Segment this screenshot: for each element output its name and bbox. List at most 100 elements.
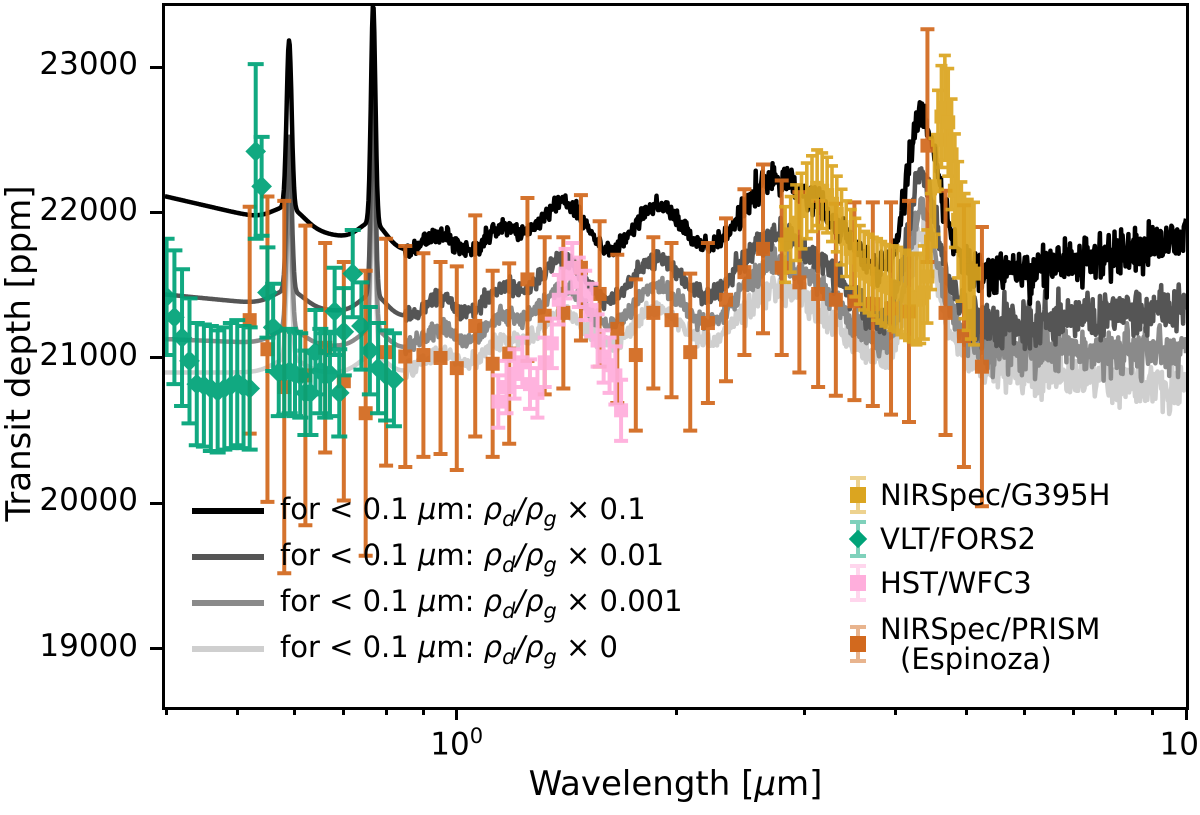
y-tick-label: 20000 (39, 482, 138, 519)
data-point (530, 385, 545, 400)
data-point (646, 305, 661, 320)
data-legend-item[interactable]: NIRSpec/G395H (836, 474, 1110, 518)
data-point (565, 260, 580, 275)
x-minor-tick-mark (1022, 707, 1026, 715)
model-legend-swatch (192, 508, 264, 514)
data-point (260, 342, 275, 357)
data-point (614, 403, 629, 418)
data-point (811, 286, 826, 301)
data-legend-label: HST/WFC3 (880, 566, 1032, 601)
data-point (544, 336, 559, 351)
x-minor-tick-mark (293, 707, 297, 715)
data-point (171, 327, 193, 348)
y-axis-label-text: Transit depth [ppm] (0, 185, 39, 522)
y-tick-label: 23000 (39, 46, 138, 83)
data-legend-item[interactable]: VLT/FORS2 (836, 518, 1110, 562)
spectrum-plot (165, 6, 1186, 576)
y-tick-mark (150, 647, 162, 651)
data-legend-item[interactable]: NIRSpec/PRISM (Espinoza) (836, 606, 1110, 684)
x-minor-tick-mark (674, 707, 678, 715)
data-legend: NIRSpec/G395H VLT/FORS2 HST/WFC3 NIRSpec/PR… (836, 474, 1110, 684)
data-point (783, 227, 798, 242)
data-legend-label: VLT/FORS2 (880, 522, 1037, 557)
data-point (756, 241, 771, 256)
data-point (433, 350, 448, 365)
x-axis-label-post: m] (776, 764, 823, 804)
data-point (628, 348, 643, 363)
data-point (578, 288, 593, 303)
model-legend-item[interactable]: for < 0.1 μm: ρd/ρg × 0.001 (192, 580, 683, 626)
model-legend-swatch (192, 600, 264, 606)
model-legend-label: for < 0.1 μm: ρd/ρg × 0 (280, 629, 618, 669)
data-point (398, 349, 413, 364)
x-minor-tick-mark (384, 707, 388, 715)
data-point (359, 340, 381, 362)
data-point (239, 378, 261, 399)
data-point (367, 357, 389, 379)
data-legend-label: NIRSpec/G395H (880, 478, 1111, 513)
x-minor-tick-mark (1151, 707, 1155, 715)
model-curve (165, 6, 1186, 307)
model-legend-item[interactable]: for < 0.1 μm: ρd/ρg × 0.01 (192, 534, 683, 580)
x-minor-tick-mark (964, 707, 968, 715)
data-point (499, 380, 514, 395)
x-major-tick-mark (1184, 707, 1188, 720)
x-minor-tick-mark (165, 707, 169, 715)
data-point (966, 266, 981, 281)
model-legend-label: for < 0.1 μm: ρd/ρg × 0.01 (280, 537, 665, 577)
model-legend-label: for < 0.1 μm: ρd/ρg × 0.001 (280, 583, 683, 623)
data-series (778, 53, 981, 347)
data-point (416, 348, 431, 363)
model-legend-swatch (192, 646, 264, 652)
data-point (333, 321, 355, 343)
data-point (683, 345, 698, 360)
data-point (789, 215, 804, 230)
data-legend-item[interactable]: HST/WFC3 (836, 562, 1110, 606)
x-axis-label-mu: μ (754, 764, 776, 804)
data-point (974, 359, 989, 374)
x-minor-tick-mark (894, 707, 898, 715)
data-legend-marker (836, 561, 880, 607)
data-point (485, 356, 500, 371)
data-point (324, 301, 345, 322)
data-point (358, 406, 373, 421)
data-point (719, 292, 734, 307)
y-tick-mark (150, 211, 162, 215)
y-tick-mark (150, 356, 162, 360)
data-point (592, 286, 607, 301)
model-legend-swatch (192, 554, 264, 560)
data-point (664, 313, 679, 328)
x-minor-tick-mark (421, 707, 425, 715)
plot-clip (165, 6, 1186, 707)
x-axis-label-pre: Wavelength [ (528, 764, 755, 804)
data-point (179, 350, 200, 372)
data-legend-label: NIRSpec/PRISM (Espinoza) (880, 612, 1101, 676)
x-major-tick-mark (455, 707, 459, 720)
data-legend-marker (836, 622, 880, 668)
x-tick-label: 101 (1159, 724, 1200, 763)
x-minor-tick-mark (803, 707, 807, 715)
data-point (449, 361, 464, 376)
model-legend-item[interactable]: for < 0.1 μm: ρd/ρg × 0 (192, 626, 683, 672)
y-tick-label: 21000 (39, 336, 138, 373)
y-axis-label: Transit depth [ppm] (0, 0, 42, 707)
data-point (590, 333, 605, 348)
data-series (165, 62, 405, 455)
data-point (375, 365, 397, 386)
x-tick-label: 100 (430, 724, 484, 763)
data-point (165, 286, 177, 308)
data-point (491, 394, 506, 409)
model-legend-label: for < 0.1 μm: ρd/ρg × 0.1 (280, 491, 646, 531)
data-point (792, 275, 807, 290)
y-tick-label: 22000 (39, 191, 138, 228)
data-point (242, 313, 257, 328)
model-legend-item[interactable]: for < 0.1 μm: ρd/ρg × 0.1 (192, 488, 683, 534)
data-point (520, 272, 535, 287)
data-point (342, 263, 364, 284)
x-minor-tick-mark (235, 707, 239, 715)
data-point (305, 341, 326, 363)
data-point (537, 355, 552, 370)
data-point (920, 138, 935, 153)
data-legend-marker (836, 473, 880, 519)
data-series (491, 241, 629, 443)
